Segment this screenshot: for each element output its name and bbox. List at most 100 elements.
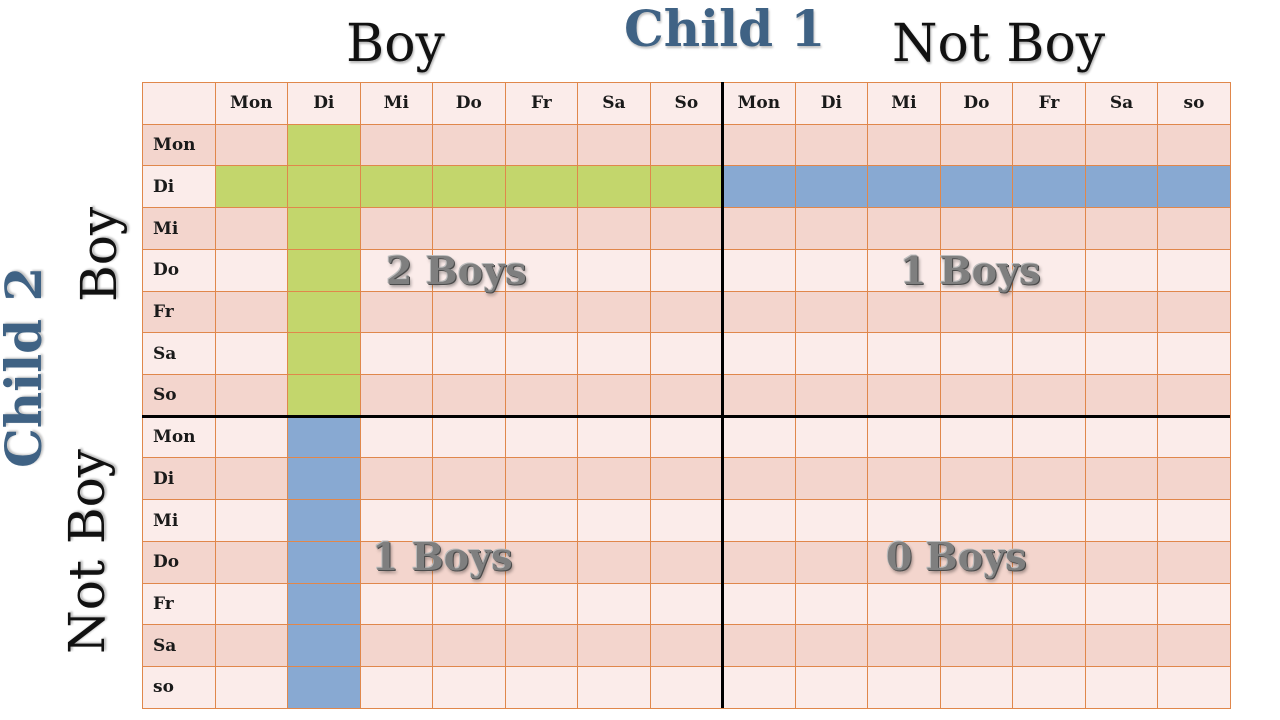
grid-cell bbox=[1158, 124, 1231, 167]
grid-cell bbox=[578, 333, 651, 376]
grid-cell bbox=[433, 208, 506, 250]
grid-cell-highlight-blue bbox=[1158, 166, 1231, 209]
row-header: Do bbox=[143, 249, 216, 292]
grid-cell bbox=[868, 124, 941, 167]
grid-cell-highlight-blue bbox=[723, 166, 796, 209]
grid-cell bbox=[1085, 291, 1159, 334]
grid-cell-highlight-green bbox=[650, 166, 724, 209]
grid-cell bbox=[360, 291, 434, 334]
grid-cell bbox=[650, 291, 724, 334]
grid-cell-highlight-green bbox=[288, 249, 361, 292]
grid-cell bbox=[723, 249, 796, 292]
grid-cell bbox=[650, 208, 724, 250]
grid-cell bbox=[723, 333, 796, 376]
grid-cell bbox=[1013, 416, 1086, 459]
grid-cell bbox=[1158, 667, 1231, 709]
grid-cell-highlight-blue bbox=[1013, 166, 1086, 209]
grid-cell bbox=[795, 249, 869, 292]
grid-cell bbox=[1013, 333, 1086, 376]
grid-cell bbox=[940, 208, 1014, 250]
grid-cell bbox=[1013, 583, 1086, 626]
grid-cell bbox=[1085, 333, 1159, 376]
grid-cell bbox=[1013, 249, 1086, 292]
row-group-boy: Boy bbox=[70, 206, 128, 302]
grid-cell bbox=[578, 541, 651, 584]
grid-cell-highlight-blue bbox=[795, 166, 869, 209]
grid-cell bbox=[723, 208, 796, 250]
grid-cell bbox=[433, 458, 506, 501]
grid-cell bbox=[940, 291, 1014, 334]
grid-cell bbox=[795, 375, 869, 417]
grid-cell bbox=[1013, 291, 1086, 334]
grid-cell bbox=[505, 124, 579, 167]
grid-cell bbox=[723, 458, 796, 501]
grid-cell bbox=[215, 458, 289, 501]
grid-cell bbox=[795, 208, 869, 250]
grid-cell-highlight-green bbox=[288, 208, 361, 250]
grid-cell bbox=[723, 291, 796, 334]
grid-cell bbox=[215, 375, 289, 417]
grid-cell bbox=[578, 124, 651, 167]
grid-cell bbox=[1013, 458, 1086, 501]
grid-cell-highlight-blue bbox=[1085, 166, 1159, 209]
column-header: Do bbox=[433, 83, 506, 125]
grid-cell bbox=[433, 333, 506, 376]
grid-cell-highlight-green bbox=[505, 166, 579, 209]
column-header: Mi bbox=[360, 83, 434, 125]
column-header: Fr bbox=[505, 83, 579, 125]
grid-cell-highlight-blue bbox=[868, 166, 941, 209]
grid-cell bbox=[650, 500, 724, 542]
column-header: Mon bbox=[723, 83, 796, 125]
grid-cell bbox=[723, 625, 796, 668]
grid-cell bbox=[723, 124, 796, 167]
grid-cell bbox=[505, 500, 579, 542]
grid-cell bbox=[215, 208, 289, 250]
grid-cell bbox=[650, 625, 724, 668]
grid-cell bbox=[360, 208, 434, 250]
grid-cell bbox=[505, 249, 579, 292]
grid-cell bbox=[578, 583, 651, 626]
grid-cell bbox=[940, 375, 1014, 417]
grid-cell bbox=[215, 541, 289, 584]
grid-cell bbox=[650, 416, 724, 459]
row-header: Mi bbox=[143, 500, 216, 542]
column-header: Mon bbox=[215, 83, 289, 125]
grid-cell bbox=[723, 541, 796, 584]
grid-cell bbox=[505, 458, 579, 501]
grid-cell bbox=[795, 333, 869, 376]
grid-cell bbox=[433, 249, 506, 292]
grid-cell bbox=[360, 249, 434, 292]
grid-cell bbox=[868, 416, 941, 459]
grid-cell bbox=[215, 124, 289, 167]
grid-cell bbox=[868, 375, 941, 417]
grid-cell bbox=[433, 541, 506, 584]
grid-cell bbox=[868, 583, 941, 626]
grid-cell bbox=[940, 249, 1014, 292]
grid-cell bbox=[505, 625, 579, 668]
column-group-boy: Boy bbox=[346, 14, 445, 74]
grid-cell bbox=[1013, 375, 1086, 417]
grid-cell bbox=[360, 333, 434, 376]
grid-cell bbox=[868, 500, 941, 542]
grid-cell bbox=[433, 625, 506, 668]
grid-cell bbox=[1158, 416, 1231, 459]
grid-cell bbox=[1085, 667, 1159, 709]
child2-title: Child 2 bbox=[0, 267, 53, 468]
grid-corner bbox=[143, 83, 216, 125]
grid-cell bbox=[650, 249, 724, 292]
grid-cell bbox=[940, 500, 1014, 542]
grid-cell-highlight-green bbox=[288, 291, 361, 334]
grid-cell bbox=[650, 375, 724, 417]
grid-cell bbox=[1085, 625, 1159, 668]
grid-cell-highlight-green bbox=[288, 375, 361, 417]
row-header: Sa bbox=[143, 625, 216, 668]
grid-cell bbox=[723, 500, 796, 542]
row-header: Fr bbox=[143, 291, 216, 334]
grid-cell bbox=[868, 458, 941, 501]
grid-cell bbox=[360, 583, 434, 626]
quadrant-label-boy-boy: 2 Boys bbox=[386, 248, 527, 293]
grid-cell bbox=[795, 500, 869, 542]
grid-cell-highlight-blue bbox=[288, 667, 361, 709]
grid-cell-highlight-blue bbox=[940, 166, 1014, 209]
grid-cell-highlight-green bbox=[578, 166, 651, 209]
